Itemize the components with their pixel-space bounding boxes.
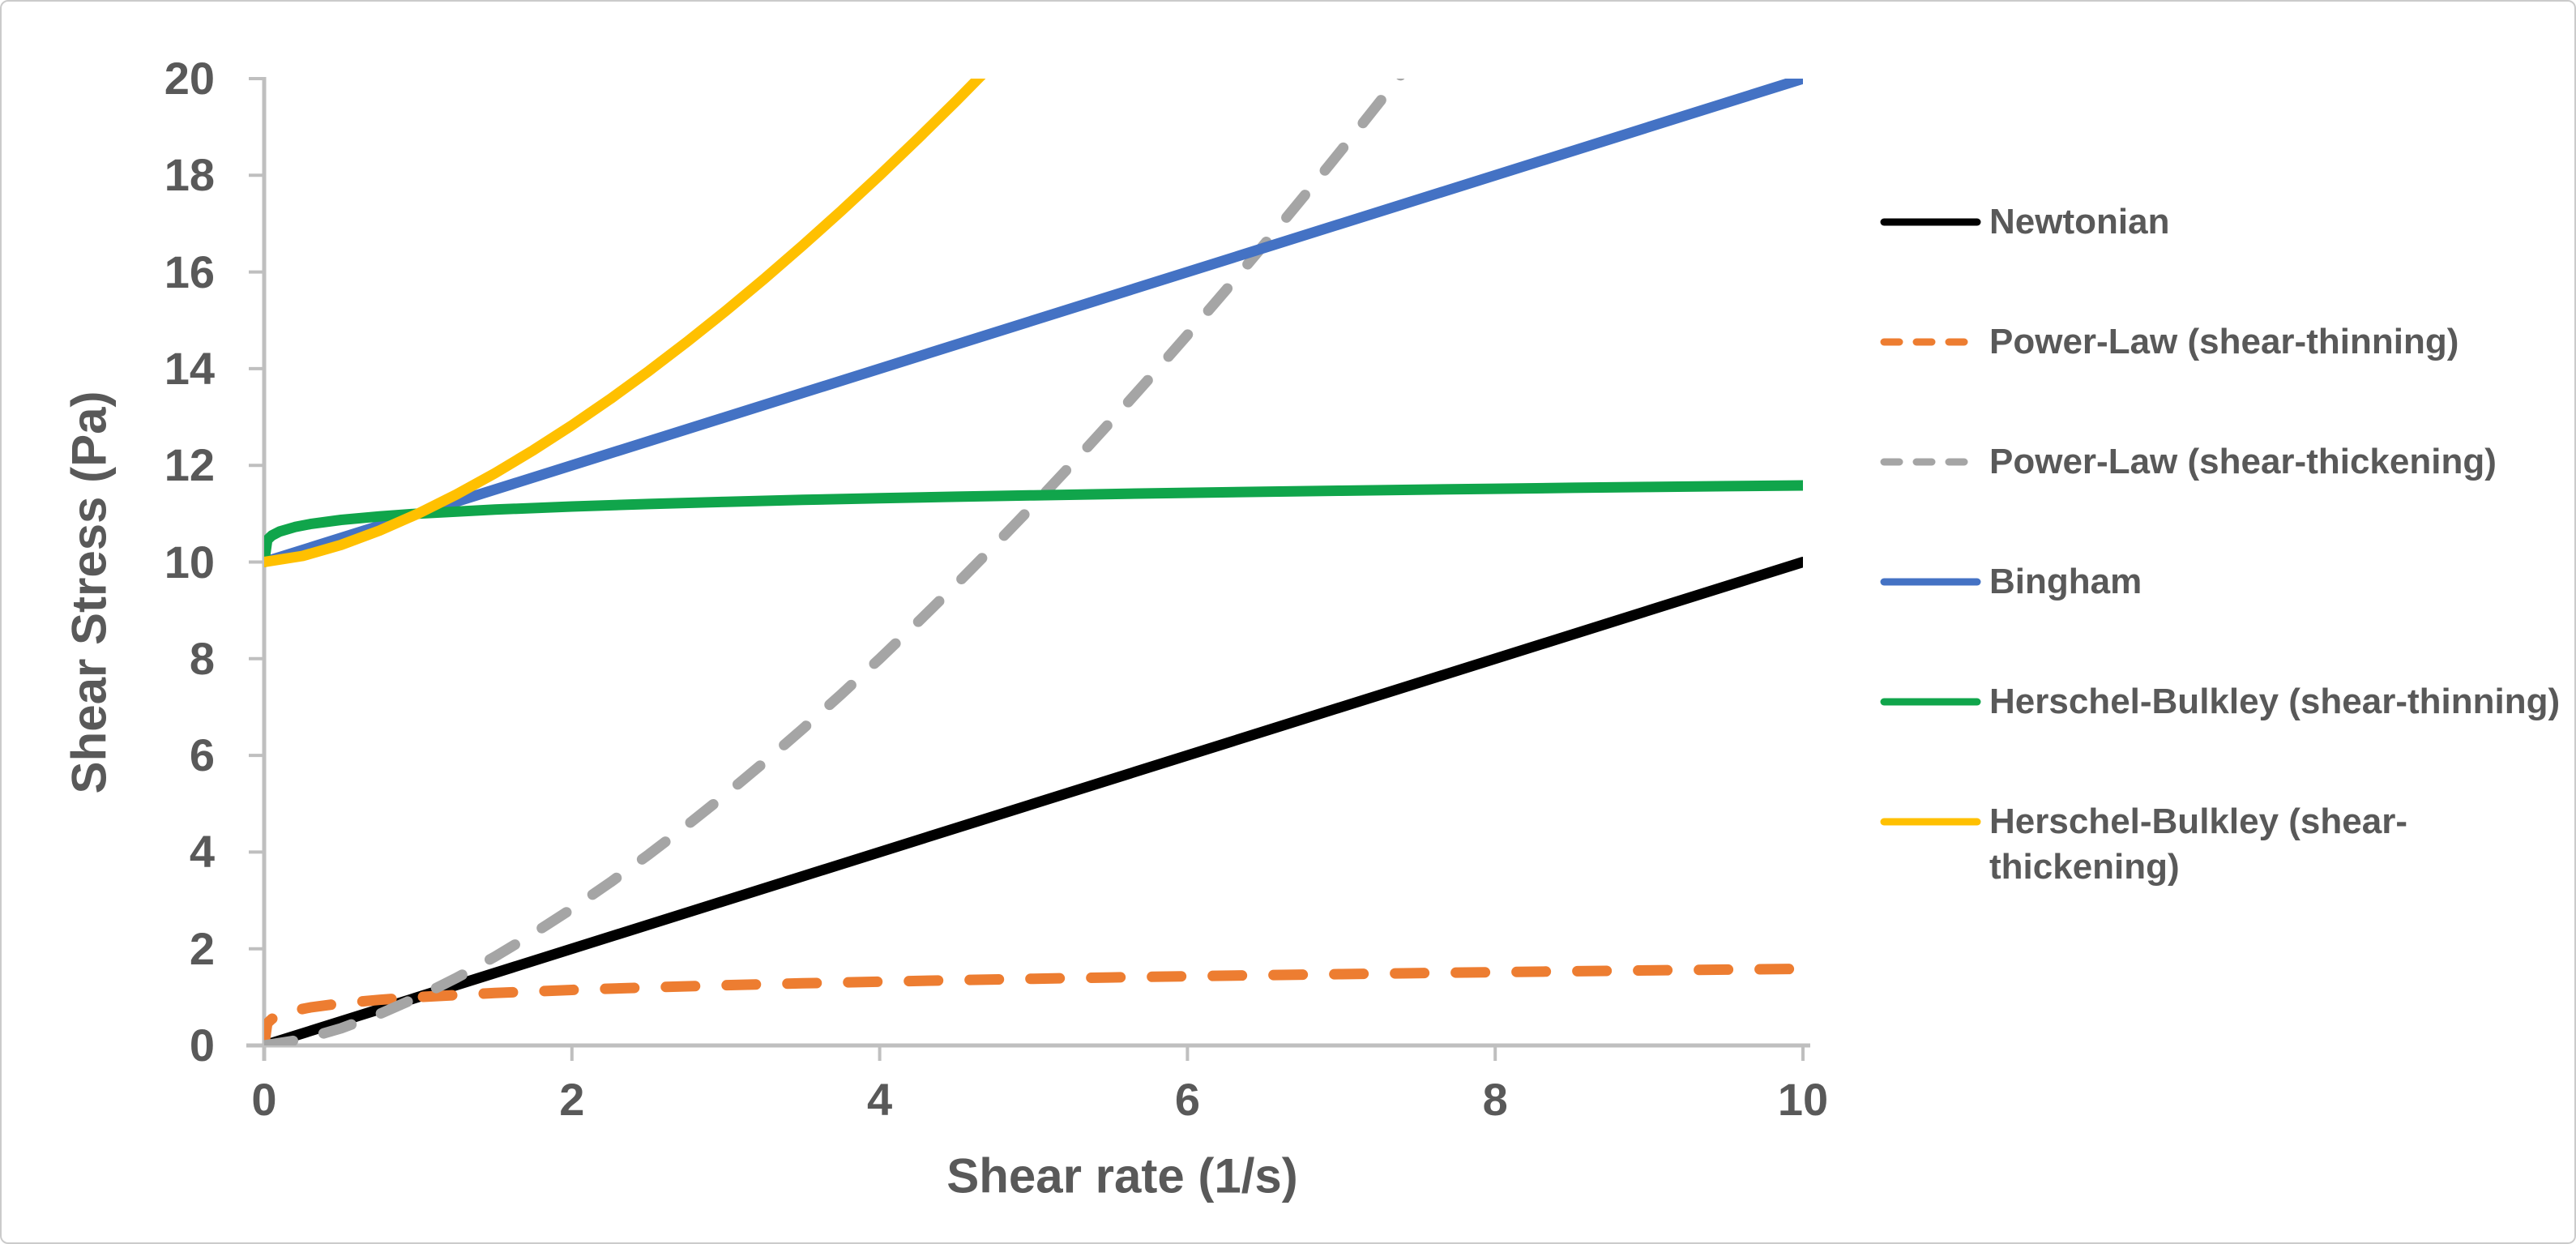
series-line-5 <box>264 480 1803 567</box>
series-group <box>264 79 1803 1045</box>
y-tick-label: 14 <box>164 342 215 394</box>
series-line-3 <box>264 79 1405 1045</box>
y-tick-label: 6 <box>189 729 215 781</box>
y-tick-label: 2 <box>189 922 215 974</box>
series-line-2 <box>264 964 1803 1045</box>
x-tick-label: 8 <box>1482 1074 1508 1125</box>
y-tick-label: 10 <box>164 536 215 588</box>
y-tick-label: 20 <box>164 53 215 104</box>
series-line-6 <box>264 79 986 567</box>
series-line-4 <box>264 79 1803 567</box>
y-tick-label: 4 <box>189 826 215 878</box>
x-tick-label: 0 <box>251 1074 277 1125</box>
x-tick-label: 4 <box>867 1074 893 1125</box>
y-tick-label: 18 <box>164 149 215 201</box>
y-tick-label: 0 <box>189 1020 215 1071</box>
y-axis-title: Shear Stress (Pa) <box>62 391 117 794</box>
y-tick-label: 12 <box>164 439 215 491</box>
x-tick-label: 10 <box>1777 1074 1829 1125</box>
x-axis-title: Shear rate (1/s) <box>946 1148 1298 1203</box>
y-tick-label: 16 <box>164 246 215 297</box>
series-line-1 <box>264 557 1803 1045</box>
y-tick-label: 8 <box>189 632 215 684</box>
x-tick-label: 2 <box>559 1074 585 1125</box>
x-tick-label: 6 <box>1174 1074 1200 1125</box>
